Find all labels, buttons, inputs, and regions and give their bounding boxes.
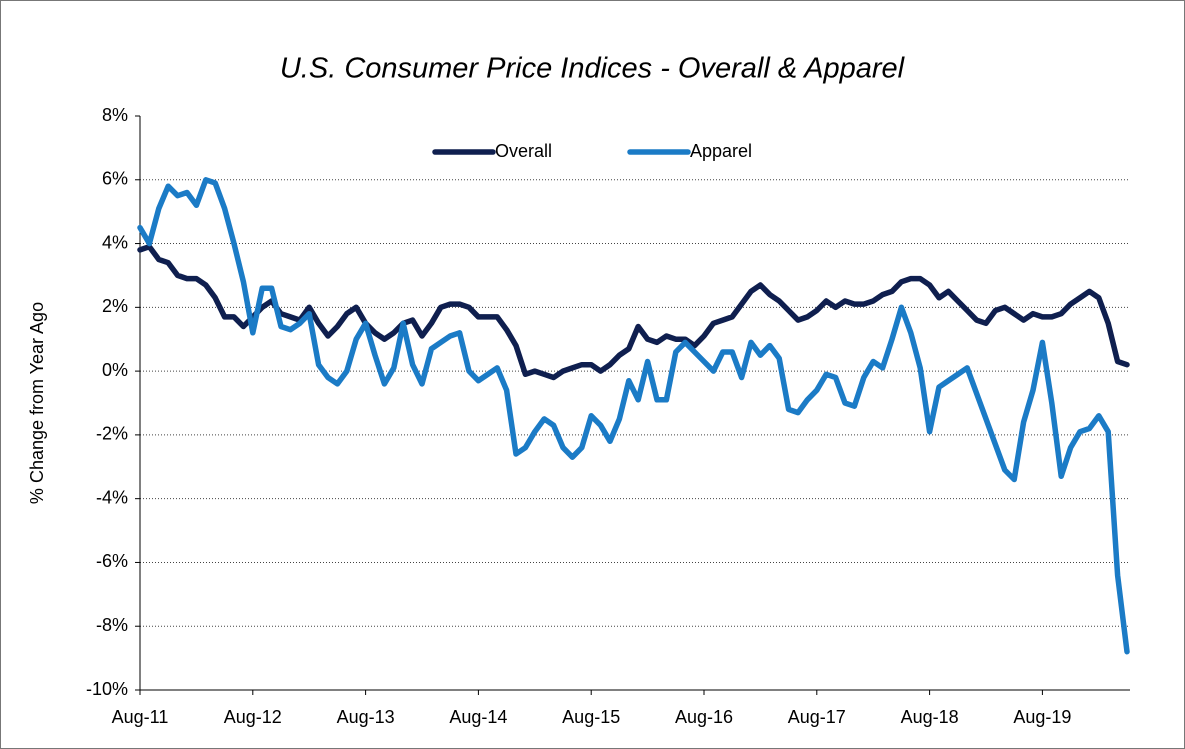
y-tick-label: 6% — [102, 169, 128, 189]
x-tick-label: Aug-11 — [112, 707, 169, 727]
x-tick-label: Aug-12 — [224, 707, 282, 727]
y-tick-label: -10% — [86, 679, 128, 699]
legend-label: Apparel — [690, 141, 752, 161]
x-tick-label: Aug-15 — [562, 707, 620, 727]
y-tick-label: -8% — [96, 615, 128, 635]
chart-title: U.S. Consumer Price Indices - Overall & … — [280, 53, 906, 85]
x-tick-label: Aug-13 — [337, 707, 395, 727]
x-tick-label: Aug-14 — [449, 707, 507, 727]
y-tick-label: 4% — [102, 232, 128, 252]
y-tick-label: 8% — [102, 105, 128, 125]
x-tick-label: Aug-19 — [1013, 707, 1071, 727]
line-series — [137, 177, 1130, 655]
legend-label: Overall — [495, 141, 552, 161]
x-tick-label: Aug-17 — [788, 707, 846, 727]
y-axis-title: % Change from Year Ago — [27, 302, 47, 504]
x-tick-label: Aug-18 — [901, 707, 959, 727]
y-tick-label: 2% — [102, 296, 128, 316]
y-tick-label: -6% — [96, 551, 128, 571]
line-series — [137, 243, 1130, 381]
y-tick-label: -4% — [96, 487, 128, 507]
y-tick-label: -2% — [96, 424, 128, 444]
x-tick-label: Aug-16 — [675, 707, 733, 727]
y-tick-label: 0% — [102, 360, 128, 380]
